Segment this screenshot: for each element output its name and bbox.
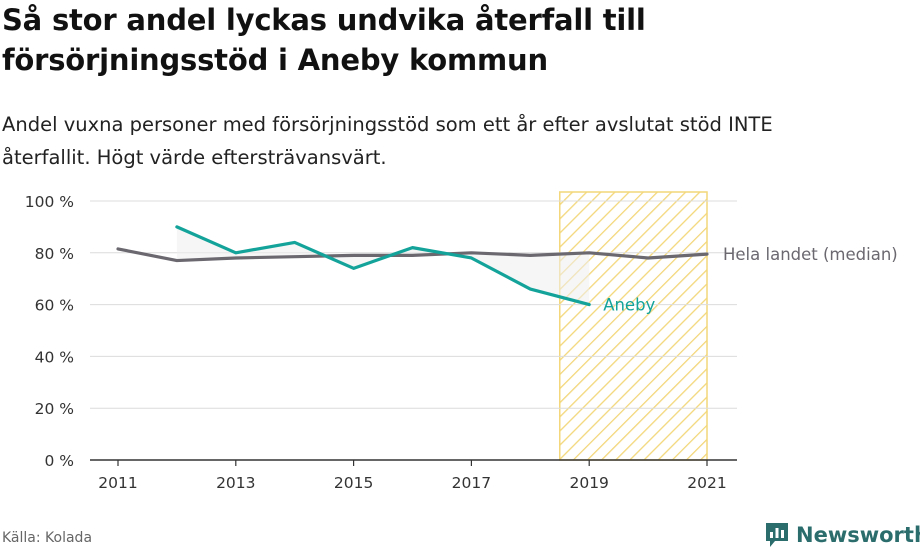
y-tick-label: 40 % (35, 348, 74, 366)
y-tick-label: 0 % (44, 452, 74, 470)
y-tick-label: 20 % (35, 400, 74, 418)
x-tick-label: 2011 (98, 474, 137, 492)
y-tick-label: 60 % (35, 297, 74, 315)
x-tick-label: 2013 (216, 474, 255, 492)
x-tick-label: 2021 (687, 474, 726, 492)
y-tick-label: 100 % (25, 193, 74, 211)
chart-title-line-2: försörjningsstöd i Aneby kommun (2, 43, 548, 77)
series-label-aneby: Aneby (603, 296, 655, 315)
difference-area (176, 226, 590, 305)
source-note: Källa: Kolada (2, 530, 93, 546)
series-label-national-median: Hela landet (median) (723, 245, 898, 264)
chart-title: Så stor andel lyckas undvika återfall ti… (2, 0, 882, 80)
series-line-aneby (175, 225, 591, 307)
x-tick-label: 2017 (452, 474, 491, 492)
chart-logo-icon (766, 523, 788, 547)
highlight-period (559, 191, 708, 461)
chart-subtitle-line-2: återfallit. Högt värde eftersträvansvärt… (2, 146, 387, 169)
y-tick-label: 80 % (35, 245, 74, 263)
chart-title-line-1: Så stor andel lyckas undvika återfall ti… (2, 3, 646, 37)
chart-subtitle: Andel vuxna personer med försörjningsstö… (2, 108, 882, 174)
series-line-national-median (116, 247, 709, 263)
x-tick-label: 2015 (334, 474, 373, 492)
chart-subtitle-line-1: Andel vuxna personer med försörjningsstö… (2, 113, 773, 136)
newsworthy-logo: Newsworthy (764, 521, 920, 549)
x-tick-label: 2019 (569, 474, 608, 492)
brand-name: Newsworthy (796, 523, 920, 547)
